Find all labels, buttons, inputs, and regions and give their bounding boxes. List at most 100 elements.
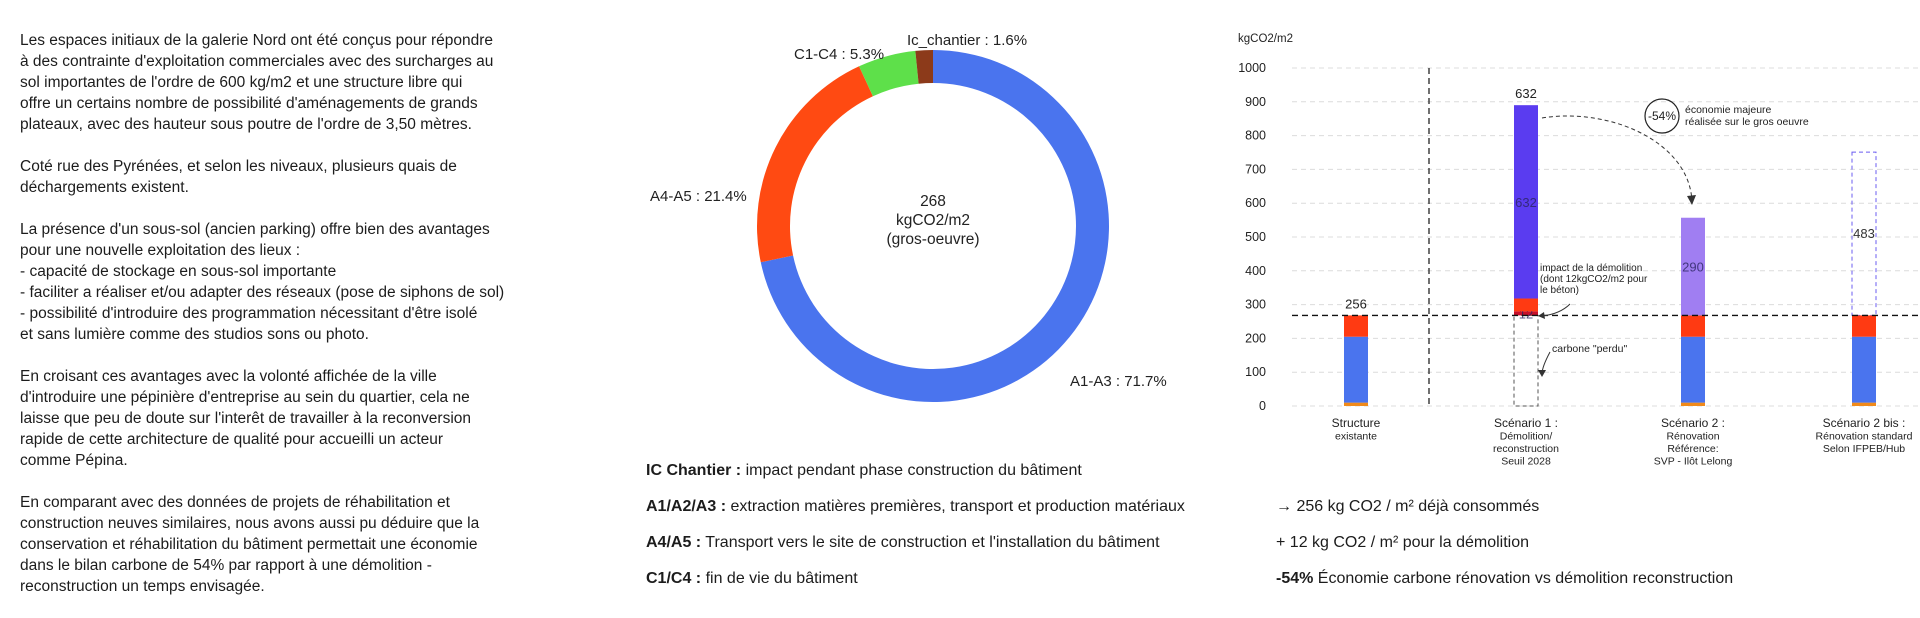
y-tick-label: 700 — [1245, 162, 1266, 176]
arrow-head-icon — [1538, 370, 1546, 377]
bar-segment — [1514, 311, 1538, 316]
y-tick-label: 500 — [1245, 230, 1266, 244]
paragraph: La présence d'un sous-sol (ancien parkin… — [20, 219, 560, 345]
bar-total-label: 632 — [1515, 86, 1537, 101]
bar-segment — [1514, 298, 1538, 312]
legend-definition-row: A4/A5 : Transport vers le site de constr… — [646, 534, 1160, 552]
paragraph: En croisant ces avantages avec la volont… — [20, 366, 560, 471]
bar-box-label: 483 — [1853, 226, 1875, 241]
donut-slice — [859, 50, 919, 97]
summary-row: → 256 kg CO2 / m² déjà consommés — [1276, 498, 1539, 516]
donut-slice — [915, 50, 933, 84]
bar-segment — [1681, 217, 1705, 316]
paragraph-line: et sans lumière comme des studios sons o… — [20, 326, 369, 343]
legend-term: A4/A5 : — [646, 534, 702, 551]
paragraph-line: La présence d'un sous-sol (ancien parkin… — [20, 221, 490, 238]
paragraph-line: déchargements existent. — [20, 179, 189, 196]
bar-segment — [1344, 315, 1368, 337]
paragraph-line: sol importantes de l'ordre de 600 kg/m2 … — [20, 74, 463, 91]
paragraph-line: conservation et réhabilitation du bâtime… — [20, 536, 478, 553]
legend-definition-row: A1/A2/A3 : extraction matières premières… — [646, 498, 1185, 516]
donut-center-label: (gros-oeuvre) — [886, 231, 979, 248]
text-column: Les espaces initiaux de la galerie Nord … — [20, 30, 560, 618]
paragraph-line: reconstruction un temps envisagée. — [20, 578, 265, 595]
savings-note: économie majeure — [1685, 104, 1772, 116]
bar-segment — [1681, 336, 1705, 403]
savings-badge-circle — [1644, 98, 1680, 134]
y-tick-label: 300 — [1245, 298, 1266, 312]
demolition-arrow — [1541, 303, 1571, 317]
legend-description: impact pendant phase construction du bât… — [741, 462, 1082, 479]
paragraph-line: à des contrainte d'exploitation commerci… — [20, 53, 494, 70]
bar-segment — [1344, 402, 1368, 406]
paragraph-line: rapide de cette architecture de qualité … — [20, 431, 444, 448]
paragraph-line: pour une nouvelle exploitation des lieux… — [20, 242, 301, 259]
y-tick-label: 1000 — [1238, 61, 1266, 75]
x-category-label: Référence: — [1667, 443, 1718, 455]
paragraph-line: construction neuves similaires, nous avo… — [20, 515, 480, 532]
paragraph-line: Les espaces initiaux de la galerie Nord … — [20, 32, 494, 49]
x-category-label: Selon IFPEB/Hub — [1823, 443, 1905, 455]
x-category-label: Scénario 2 : — [1661, 416, 1725, 430]
bar-segment — [1344, 336, 1368, 403]
summary-row: + 12 kg CO2 / m² pour la démolition — [1276, 534, 1529, 552]
y-tick-label: 100 — [1245, 365, 1266, 379]
paragraph-line: dans le bilan carbone de 54% par rapport… — [20, 557, 432, 574]
legend-description: fin de vie du bâtiment — [701, 570, 858, 587]
demolition-note: le béton) — [1540, 285, 1579, 296]
donut-slice-label: C1-C4 : 5.3% — [794, 46, 884, 63]
donut-slice-label: A4-A5 : 21.4% — [650, 188, 747, 205]
bar-segment-label: 290 — [1682, 260, 1704, 275]
x-category-label: Scénario 1 : — [1494, 416, 1558, 430]
x-category-label: Rénovation — [1666, 431, 1719, 443]
bar-segment — [1852, 402, 1876, 406]
x-category-label: existante — [1335, 431, 1377, 443]
summary-row: -54% Économie carbone rénovation vs démo… — [1276, 570, 1733, 588]
savings-note: réalisée sur le gros oeuvre — [1685, 116, 1809, 128]
savings-badge: -54% — [1648, 109, 1676, 123]
paragraph-line: offre un certains nombre de possibilité … — [20, 95, 478, 112]
bar-total-label: 256 — [1345, 296, 1367, 311]
paragraph: Les espaces initiaux de la galerie Nord … — [20, 30, 560, 135]
x-category-label: Démolition/ — [1500, 431, 1553, 443]
paragraph-line: comme Pépina. — [20, 452, 128, 469]
paragraph: En comparant avec des données de projets… — [20, 492, 560, 597]
paragraph-line: d'introduire une pépinière d'entreprise … — [20, 389, 470, 406]
bar-segment — [1852, 336, 1876, 403]
bar-segment-label: 632 — [1515, 195, 1537, 210]
legend-term: C1/C4 : — [646, 570, 702, 587]
paragraph-line: - possibilité d'introduire des programma… — [20, 305, 478, 322]
y-tick-label: 200 — [1245, 331, 1266, 345]
paragraph-line: Coté rue des Pyrénées, et selon les nive… — [20, 158, 457, 175]
paragraph-line: laisse que peu de doute sur l'interêt de… — [20, 410, 471, 427]
x-category-label: reconstruction — [1493, 443, 1559, 455]
legend-definition-row: C1/C4 : fin de vie du bâtiment — [646, 570, 858, 588]
donut-center-label: 268 — [920, 193, 946, 210]
paragraph: Coté rue des Pyrénées, et selon les nive… — [20, 156, 560, 198]
summary-text: → 256 kg CO2 / m² déjà consommés — [1276, 498, 1540, 515]
demolition-note: impact de la démolition — [1540, 263, 1642, 274]
summary-bold: -54% — [1276, 570, 1314, 587]
legend-term: A1/A2/A3 : — [646, 498, 727, 515]
paragraph-line: En comparant avec des données de projets… — [20, 494, 450, 511]
donut-slice-label: Ic_chantier : 1.6% — [907, 32, 1027, 49]
paragraph-line: plateaux, avec des hauteur sous poutre d… — [20, 116, 472, 133]
paragraph-line: - capacité de stockage en sous-sol impor… — [20, 263, 337, 280]
paragraph-line: En croisant ces avantages avec la volont… — [20, 368, 437, 385]
x-category-label: Rénovation standard — [1816, 431, 1913, 443]
savings-arrow — [1541, 115, 1693, 203]
legend-description: Transport vers le site de construction e… — [701, 534, 1160, 551]
paragraph-line: - faciliter a réaliser et/ou adapter des… — [20, 284, 505, 301]
bar-segment — [1681, 402, 1705, 406]
y-tick-label: 900 — [1245, 95, 1266, 109]
lost-carbon-note: carbone "perdu" — [1552, 343, 1627, 355]
demolition-note: (dont 12kgCO2/m2 pour — [1540, 274, 1648, 285]
legend-description: extraction matières premières, transport… — [726, 498, 1185, 515]
x-category-label: Structure — [1332, 416, 1381, 430]
y-tick-label: 800 — [1245, 129, 1266, 143]
legend-definition-row: IC Chantier : impact pendant phase const… — [646, 462, 1082, 480]
donut-slice-label: A1-A3 : 71.7% — [1070, 373, 1167, 390]
bar-segment — [1852, 315, 1876, 337]
arrow-head-icon — [1687, 195, 1696, 205]
summary-text: + 12 kg CO2 / m² pour la démolition — [1276, 534, 1530, 551]
